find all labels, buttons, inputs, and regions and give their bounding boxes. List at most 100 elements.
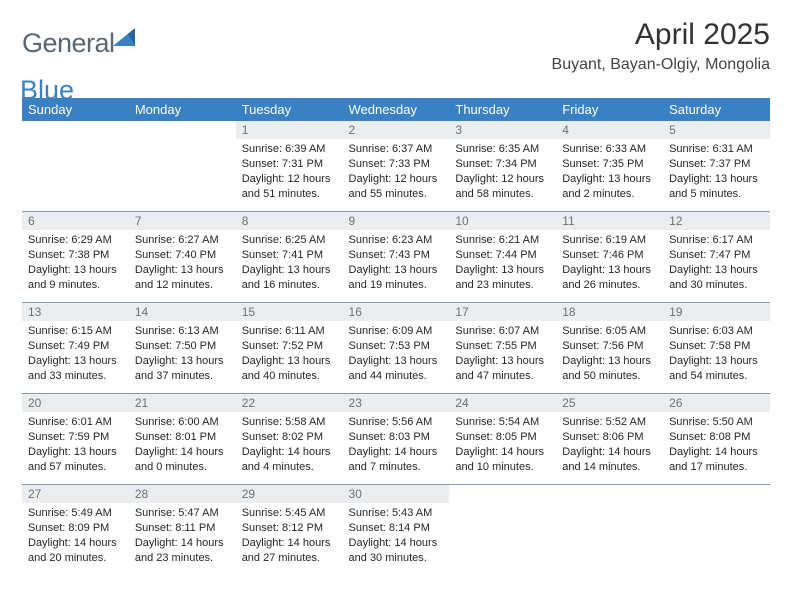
day-number: 30	[343, 485, 450, 503]
brand-logo: General Blue	[22, 18, 143, 90]
day-details: Sunrise: 6:17 AMSunset: 7:47 PMDaylight:…	[663, 230, 770, 300]
day-number: 15	[236, 303, 343, 321]
calendar-cell: 3Sunrise: 6:35 AMSunset: 7:34 PMDaylight…	[449, 121, 556, 212]
page-title: April 2025	[552, 18, 770, 52]
header: General Blue April 2025 Buyant, Bayan-Ol…	[22, 18, 770, 90]
calendar-week: 6Sunrise: 6:29 AMSunset: 7:38 PMDaylight…	[22, 212, 770, 303]
calendar-cell: 9Sunrise: 6:23 AMSunset: 7:43 PMDaylight…	[343, 212, 450, 303]
calendar-cell: 15Sunrise: 6:11 AMSunset: 7:52 PMDayligh…	[236, 303, 343, 394]
calendar-cell: 4Sunrise: 6:33 AMSunset: 7:35 PMDaylight…	[556, 121, 663, 212]
day-number: 1	[236, 121, 343, 139]
weekday-header: Monday	[129, 98, 236, 121]
day-details: Sunrise: 6:35 AMSunset: 7:34 PMDaylight:…	[449, 139, 556, 209]
day-number: 26	[663, 394, 770, 412]
calendar-cell: 7Sunrise: 6:27 AMSunset: 7:40 PMDaylight…	[129, 212, 236, 303]
calendar-page: General Blue April 2025 Buyant, Bayan-Ol…	[0, 0, 792, 612]
day-number: 10	[449, 212, 556, 230]
calendar-cell: ..	[556, 485, 663, 576]
day-details: Sunrise: 5:58 AMSunset: 8:02 PMDaylight:…	[236, 412, 343, 482]
day-number: 11	[556, 212, 663, 230]
day-details: Sunrise: 5:43 AMSunset: 8:14 PMDaylight:…	[343, 503, 450, 573]
calendar-cell: 6Sunrise: 6:29 AMSunset: 7:38 PMDaylight…	[22, 212, 129, 303]
calendar-cell: 16Sunrise: 6:09 AMSunset: 7:53 PMDayligh…	[343, 303, 450, 394]
brand-general: General	[22, 28, 115, 58]
calendar-cell: ..	[449, 485, 556, 576]
day-details: Sunrise: 6:37 AMSunset: 7:33 PMDaylight:…	[343, 139, 450, 209]
day-number: 14	[129, 303, 236, 321]
day-details: Sunrise: 6:15 AMSunset: 7:49 PMDaylight:…	[22, 321, 129, 391]
calendar-cell: 20Sunrise: 6:01 AMSunset: 7:59 PMDayligh…	[22, 394, 129, 485]
weekday-header: Saturday	[663, 98, 770, 121]
day-details: Sunrise: 5:54 AMSunset: 8:05 PMDaylight:…	[449, 412, 556, 482]
calendar-cell: 17Sunrise: 6:07 AMSunset: 7:55 PMDayligh…	[449, 303, 556, 394]
calendar-cell: 12Sunrise: 6:17 AMSunset: 7:47 PMDayligh…	[663, 212, 770, 303]
calendar-cell: 13Sunrise: 6:15 AMSunset: 7:49 PMDayligh…	[22, 303, 129, 394]
calendar-week: ....1Sunrise: 6:39 AMSunset: 7:31 PMDayl…	[22, 121, 770, 212]
day-number: 17	[449, 303, 556, 321]
day-number: 5	[663, 121, 770, 139]
calendar-week: 13Sunrise: 6:15 AMSunset: 7:49 PMDayligh…	[22, 303, 770, 394]
day-details: Sunrise: 5:49 AMSunset: 8:09 PMDaylight:…	[22, 503, 129, 573]
day-number: 9	[343, 212, 450, 230]
calendar-cell: 30Sunrise: 5:43 AMSunset: 8:14 PMDayligh…	[343, 485, 450, 576]
day-number: 6	[22, 212, 129, 230]
day-details: Sunrise: 6:29 AMSunset: 7:38 PMDaylight:…	[22, 230, 129, 300]
day-details: Sunrise: 6:33 AMSunset: 7:35 PMDaylight:…	[556, 139, 663, 209]
weekday-header: Thursday	[449, 98, 556, 121]
calendar-cell: 14Sunrise: 6:13 AMSunset: 7:50 PMDayligh…	[129, 303, 236, 394]
day-number: 19	[663, 303, 770, 321]
day-number: 27	[22, 485, 129, 503]
day-details: Sunrise: 5:56 AMSunset: 8:03 PMDaylight:…	[343, 412, 450, 482]
day-number: 3	[449, 121, 556, 139]
day-details: Sunrise: 6:19 AMSunset: 7:46 PMDaylight:…	[556, 230, 663, 300]
day-details: Sunrise: 6:01 AMSunset: 7:59 PMDaylight:…	[22, 412, 129, 482]
location-subtitle: Buyant, Bayan-Olgiy, Mongolia	[552, 56, 770, 74]
day-details: Sunrise: 6:39 AMSunset: 7:31 PMDaylight:…	[236, 139, 343, 209]
day-number: 13	[22, 303, 129, 321]
day-details: Sunrise: 6:25 AMSunset: 7:41 PMDaylight:…	[236, 230, 343, 300]
day-number: 24	[449, 394, 556, 412]
day-number: 21	[129, 394, 236, 412]
calendar-cell: 21Sunrise: 6:00 AMSunset: 8:01 PMDayligh…	[129, 394, 236, 485]
day-number: 12	[663, 212, 770, 230]
calendar-cell: 18Sunrise: 6:05 AMSunset: 7:56 PMDayligh…	[556, 303, 663, 394]
day-number: 28	[129, 485, 236, 503]
weekday-header: Tuesday	[236, 98, 343, 121]
weekday-header: Wednesday	[343, 98, 450, 121]
calendar-cell: 8Sunrise: 6:25 AMSunset: 7:41 PMDaylight…	[236, 212, 343, 303]
day-details: Sunrise: 6:13 AMSunset: 7:50 PMDaylight:…	[129, 321, 236, 391]
calendar-cell: 5Sunrise: 6:31 AMSunset: 7:37 PMDaylight…	[663, 121, 770, 212]
day-number: 4	[556, 121, 663, 139]
day-number: 25	[556, 394, 663, 412]
calendar-cell: 25Sunrise: 5:52 AMSunset: 8:06 PMDayligh…	[556, 394, 663, 485]
day-number: 23	[343, 394, 450, 412]
calendar-cell: 27Sunrise: 5:49 AMSunset: 8:09 PMDayligh…	[22, 485, 129, 576]
calendar-cell: 23Sunrise: 5:56 AMSunset: 8:03 PMDayligh…	[343, 394, 450, 485]
triangle-icon	[113, 39, 143, 56]
calendar-cell: 22Sunrise: 5:58 AMSunset: 8:02 PMDayligh…	[236, 394, 343, 485]
calendar-cell: ..	[129, 121, 236, 212]
day-details: Sunrise: 6:09 AMSunset: 7:53 PMDaylight:…	[343, 321, 450, 391]
day-details: Sunrise: 6:05 AMSunset: 7:56 PMDaylight:…	[556, 321, 663, 391]
day-details: Sunrise: 6:00 AMSunset: 8:01 PMDaylight:…	[129, 412, 236, 482]
day-details: Sunrise: 6:31 AMSunset: 7:37 PMDaylight:…	[663, 139, 770, 209]
day-number: 22	[236, 394, 343, 412]
calendar-cell: 26Sunrise: 5:50 AMSunset: 8:08 PMDayligh…	[663, 394, 770, 485]
day-details: Sunrise: 5:52 AMSunset: 8:06 PMDaylight:…	[556, 412, 663, 482]
calendar-cell: 19Sunrise: 6:03 AMSunset: 7:58 PMDayligh…	[663, 303, 770, 394]
calendar-body: ....1Sunrise: 6:39 AMSunset: 7:31 PMDayl…	[22, 121, 770, 575]
calendar-header: SundayMondayTuesdayWednesdayThursdayFrid…	[22, 98, 770, 121]
brand-text: General Blue	[22, 24, 143, 90]
day-number: 8	[236, 212, 343, 230]
calendar-cell: ..	[663, 485, 770, 576]
calendar-cell: ..	[22, 121, 129, 212]
day-number: 20	[22, 394, 129, 412]
day-details: Sunrise: 6:21 AMSunset: 7:44 PMDaylight:…	[449, 230, 556, 300]
calendar-table: SundayMondayTuesdayWednesdayThursdayFrid…	[22, 98, 770, 575]
day-details: Sunrise: 5:47 AMSunset: 8:11 PMDaylight:…	[129, 503, 236, 573]
calendar-cell: 10Sunrise: 6:21 AMSunset: 7:44 PMDayligh…	[449, 212, 556, 303]
day-details: Sunrise: 5:45 AMSunset: 8:12 PMDaylight:…	[236, 503, 343, 573]
calendar-week: 20Sunrise: 6:01 AMSunset: 7:59 PMDayligh…	[22, 394, 770, 485]
day-number: 7	[129, 212, 236, 230]
calendar-cell: 28Sunrise: 5:47 AMSunset: 8:11 PMDayligh…	[129, 485, 236, 576]
